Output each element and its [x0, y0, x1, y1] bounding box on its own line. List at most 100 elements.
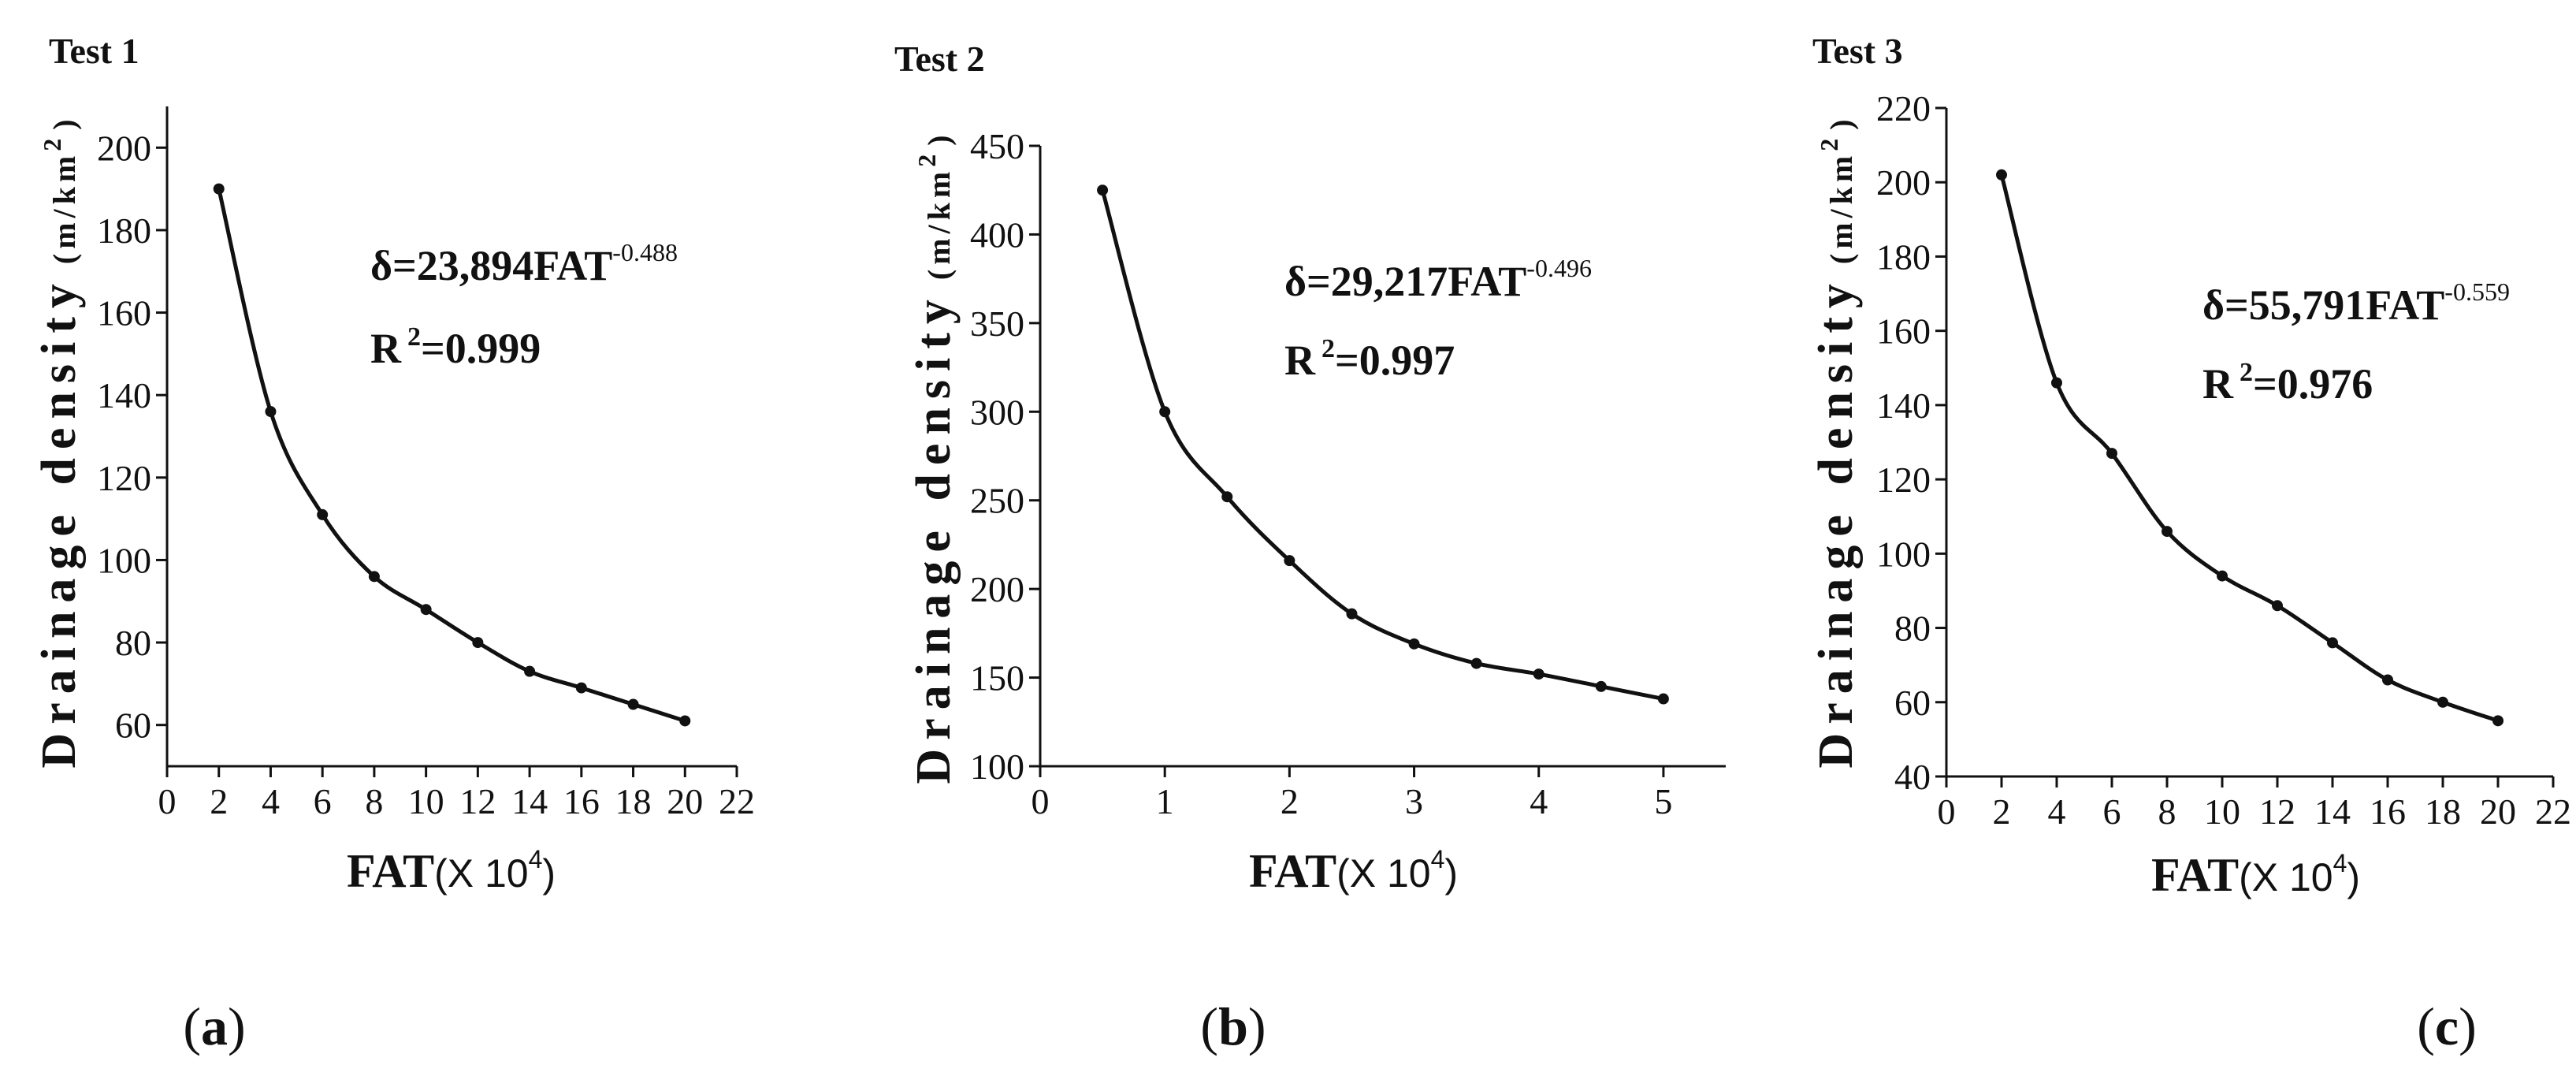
y-tick-label: 40 [1894, 757, 1931, 797]
x-axis-label-bold: FAT [1249, 845, 1336, 897]
data-point [1408, 638, 1420, 650]
x-tick-label: 18 [2425, 791, 2461, 832]
x-axis-label: FAT(X 104) [347, 845, 556, 897]
r-squared: R 2=0.997 [1284, 334, 1455, 384]
r-squared-label: R [1284, 337, 1316, 384]
y-tick-label: 60 [115, 706, 151, 746]
y-tick-label: 100 [1876, 534, 1931, 574]
chart-title: Test 1 [49, 31, 139, 71]
x-tick-label: 16 [563, 781, 600, 821]
data-point [1284, 555, 1295, 567]
data-point [627, 698, 639, 710]
x-tick-label: 20 [667, 781, 703, 821]
x-axis-label-exp: 4 [529, 845, 543, 873]
r-squared-label: R [2202, 360, 2234, 408]
data-point [265, 406, 277, 418]
data-point [1221, 491, 1233, 503]
x-tick-label: 10 [2204, 791, 2240, 832]
y-tick-label: 100 [97, 540, 151, 580]
panel-label-close: ) [228, 996, 246, 1056]
r-squared: R 2=0.999 [370, 322, 541, 372]
x-tick-label: 22 [719, 781, 755, 821]
fit-equation-exp: -0.488 [612, 238, 678, 266]
fit-equation: δ=23,894FAT-0.488 [370, 238, 678, 289]
y-tick-label: 250 [970, 481, 1024, 521]
fit-equation-main: δ=55,791FAT [2202, 281, 2444, 329]
x-tick-label: 22 [2535, 791, 2571, 832]
x-tick-label: 16 [2370, 791, 2406, 832]
x-tick-label: 18 [615, 781, 652, 821]
data-point [2106, 448, 2117, 460]
y-tick-label: 100 [970, 747, 1024, 787]
y-tick-label: 400 [970, 214, 1024, 255]
y-tick-label: 200 [97, 128, 151, 168]
r-squared-label: R [370, 325, 402, 372]
data-point [1097, 184, 1109, 196]
x-axis-label-close: ) [542, 851, 556, 896]
panel-label-close: ) [2459, 996, 2477, 1056]
data-point [1346, 608, 1358, 620]
x-tick-label: 2 [1281, 781, 1299, 821]
data-point [2327, 637, 2338, 649]
y-tick-label: 180 [1876, 236, 1931, 277]
x-axis-label-bold: FAT [2151, 849, 2239, 901]
y-axis-unit: (m/km [1823, 151, 1859, 264]
fit-equation-main: δ=23,894FAT [370, 242, 612, 289]
data-point [575, 682, 587, 694]
fit-equation-main: δ=29,217FAT [1284, 258, 1526, 305]
x-tick-label: 8 [2158, 791, 2176, 832]
y-tick-label: 180 [97, 210, 151, 251]
y-axis-unit: (m/km [46, 151, 82, 264]
x-tick-label: 3 [1405, 781, 1423, 821]
x-axis-label-unit: (X 10 [434, 851, 529, 896]
y-tick-label: 160 [1876, 311, 1931, 352]
x-axis-label-exp: 4 [1431, 845, 1445, 873]
y-axis-unit-close: ) [921, 130, 957, 145]
data-point [1595, 680, 1607, 692]
fit-equation-exp: -0.559 [2444, 277, 2510, 306]
y-tick-label: 200 [1876, 162, 1931, 203]
chart-title: Test 2 [894, 39, 985, 79]
r-squared-value: =0.997 [1335, 337, 1455, 384]
data-point [2272, 600, 2283, 612]
x-axis-label-close: ) [2347, 855, 2360, 899]
x-axis-label-unit: (X 10 [2239, 855, 2333, 899]
x-tick-label: 4 [262, 781, 280, 821]
fit-equation: δ=29,217FAT-0.496 [1284, 254, 1592, 305]
x-tick-label: 4 [2048, 791, 2066, 832]
data-point [1657, 693, 1669, 705]
x-tick-label: 12 [459, 781, 496, 821]
y-axis-label: Drainage density (m/km2) [32, 114, 86, 768]
r-squared: R 2=0.976 [2202, 358, 2373, 408]
panel-label: (c) [2417, 996, 2477, 1056]
panel-label-open: ( [183, 996, 201, 1056]
y-tick-label: 350 [970, 303, 1024, 344]
panel-label-open: ( [1200, 996, 1218, 1056]
y-tick-label: 60 [1894, 683, 1931, 723]
data-point [317, 508, 329, 520]
data-point [368, 571, 380, 583]
r-squared-sup: 2 [2240, 358, 2253, 387]
data-point [2217, 570, 2228, 582]
data-point [420, 604, 432, 616]
panel-label-letter: c [2435, 996, 2459, 1056]
x-axis-label: FAT(X 104) [1249, 845, 1458, 897]
y-axis-unit-close: ) [1823, 114, 1859, 129]
x-axis-label-bold: FAT [347, 845, 434, 897]
r-squared-value: =0.976 [2253, 360, 2373, 408]
fit-curve [1999, 174, 2499, 723]
y-tick-label: 120 [97, 458, 151, 498]
y-tick-label: 140 [97, 375, 151, 415]
y-tick-label: 450 [970, 126, 1024, 166]
x-tick-label: 14 [2314, 791, 2351, 832]
x-tick-label: 2 [210, 781, 228, 821]
y-axis-label-text: Drainage density [32, 275, 86, 769]
x-tick-label: 6 [314, 781, 332, 821]
y-tick-label: 300 [970, 392, 1024, 432]
x-tick-label: 0 [1938, 791, 1956, 832]
x-axis-label-close: ) [1444, 851, 1458, 896]
y-axis-label: Drainage density (m/km2) [1809, 114, 1863, 768]
